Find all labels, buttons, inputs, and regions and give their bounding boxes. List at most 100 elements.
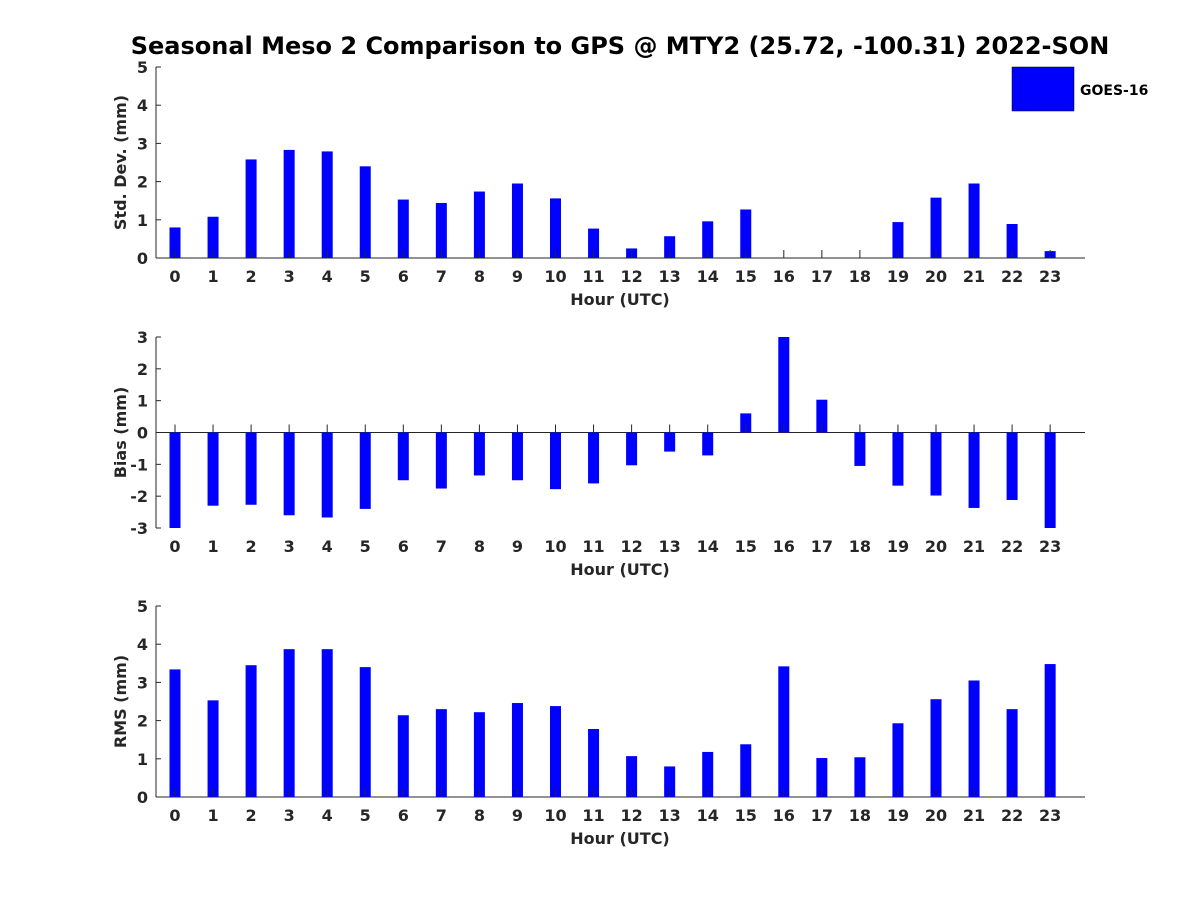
bar	[1044, 664, 1056, 797]
bar	[321, 151, 333, 258]
x-tick-label: 13	[659, 267, 681, 286]
x-tick-label: 13	[659, 537, 681, 556]
x-tick-label: 10	[544, 537, 566, 556]
x-tick-label: 22	[1001, 537, 1023, 556]
bar	[207, 216, 219, 258]
bar	[169, 669, 181, 797]
x-tick-label: 8	[474, 537, 485, 556]
x-axis-label: Hour (UTC)	[570, 290, 670, 309]
x-axis-label: Hour (UTC)	[570, 829, 670, 848]
bar	[816, 399, 828, 433]
x-tick-label: 20	[925, 267, 947, 286]
x-tick-label: 2	[246, 537, 257, 556]
bar	[207, 700, 219, 797]
bar	[550, 198, 561, 258]
x-tick-label: 19	[887, 537, 909, 556]
y-tick-label: -2	[130, 487, 148, 506]
chart-title: Seasonal Meso 2 Comparison to GPS @ MTY2…	[131, 32, 1110, 60]
bar	[473, 712, 485, 797]
bar	[245, 159, 257, 258]
bar	[968, 432, 980, 508]
x-tick-label: 4	[322, 267, 333, 286]
x-tick-label: 4	[322, 806, 333, 825]
y-tick-label: 2	[137, 360, 148, 379]
x-tick-label: 2	[246, 806, 257, 825]
x-tick-label: 15	[735, 267, 757, 286]
y-tick-label: 2	[137, 712, 148, 731]
y-tick-label: 0	[137, 788, 148, 807]
bar	[778, 337, 790, 433]
x-tick-label: 15	[735, 537, 757, 556]
x-tick-label: 0	[169, 267, 180, 286]
bar	[359, 166, 371, 258]
x-tick-label: 12	[620, 537, 642, 556]
bar	[702, 432, 714, 456]
legend: GOES-16	[1011, 66, 1148, 112]
x-tick-label: 18	[849, 806, 871, 825]
y-tick-label: 0	[137, 424, 148, 443]
x-tick-label: 3	[284, 537, 295, 556]
bar	[930, 432, 942, 496]
y-tick-label: 1	[137, 211, 148, 230]
bar	[664, 236, 676, 258]
x-tick-label: 5	[360, 806, 371, 825]
y-tick-label: 3	[137, 134, 148, 153]
bar	[283, 649, 295, 797]
x-tick-label: 14	[697, 806, 719, 825]
bar	[664, 766, 676, 797]
y-axis-label: Std. Dev. (mm)	[111, 95, 130, 230]
x-tick-label: 11	[582, 267, 604, 286]
bar	[169, 432, 181, 528]
bar	[626, 756, 638, 797]
x-tick-label: 8	[474, 267, 485, 286]
x-tick-label: 20	[925, 806, 947, 825]
bar	[283, 432, 295, 516]
x-tick-label: 10	[544, 267, 566, 286]
bar	[435, 709, 447, 797]
x-tick-label: 15	[735, 806, 757, 825]
y-tick-label: 4	[137, 96, 148, 115]
y-tick-label: 0	[137, 249, 148, 268]
bar	[397, 199, 409, 258]
y-tick-label: 3	[137, 673, 148, 692]
bar	[702, 221, 714, 258]
x-tick-label: 22	[1001, 267, 1023, 286]
x-tick-label: 19	[887, 806, 909, 825]
bar	[740, 413, 752, 433]
x-tick-label: 17	[811, 806, 833, 825]
x-tick-label: 19	[887, 267, 909, 286]
bar	[511, 703, 523, 797]
bar	[283, 149, 295, 258]
y-tick-label: 2	[137, 173, 148, 192]
bar	[435, 202, 447, 258]
x-tick-label: 7	[436, 537, 447, 556]
x-tick-label: 18	[849, 267, 871, 286]
bar	[778, 666, 790, 797]
x-tick-label: 10	[544, 806, 566, 825]
bar	[1006, 709, 1018, 797]
x-tick-label: 11	[582, 537, 604, 556]
x-tick-label: 6	[398, 267, 409, 286]
x-tick-label: 1	[207, 806, 218, 825]
bar	[550, 432, 561, 490]
bar	[1006, 432, 1018, 500]
x-tick-label: 6	[398, 806, 409, 825]
y-tick-label: 5	[137, 597, 148, 616]
bar	[245, 432, 257, 505]
x-tick-label: 16	[773, 267, 795, 286]
x-tick-label: 6	[398, 537, 409, 556]
bar	[892, 222, 904, 258]
x-tick-label: 12	[620, 806, 642, 825]
x-tick-label: 12	[620, 267, 642, 286]
bar	[359, 432, 371, 509]
y-tick-label: -1	[130, 455, 148, 474]
bar	[702, 751, 714, 797]
x-tick-label: 1	[207, 267, 218, 286]
bar	[664, 432, 676, 452]
bar	[511, 432, 523, 481]
x-tick-label: 21	[963, 267, 985, 286]
y-tick-label: 4	[137, 635, 148, 654]
bar	[550, 706, 561, 797]
